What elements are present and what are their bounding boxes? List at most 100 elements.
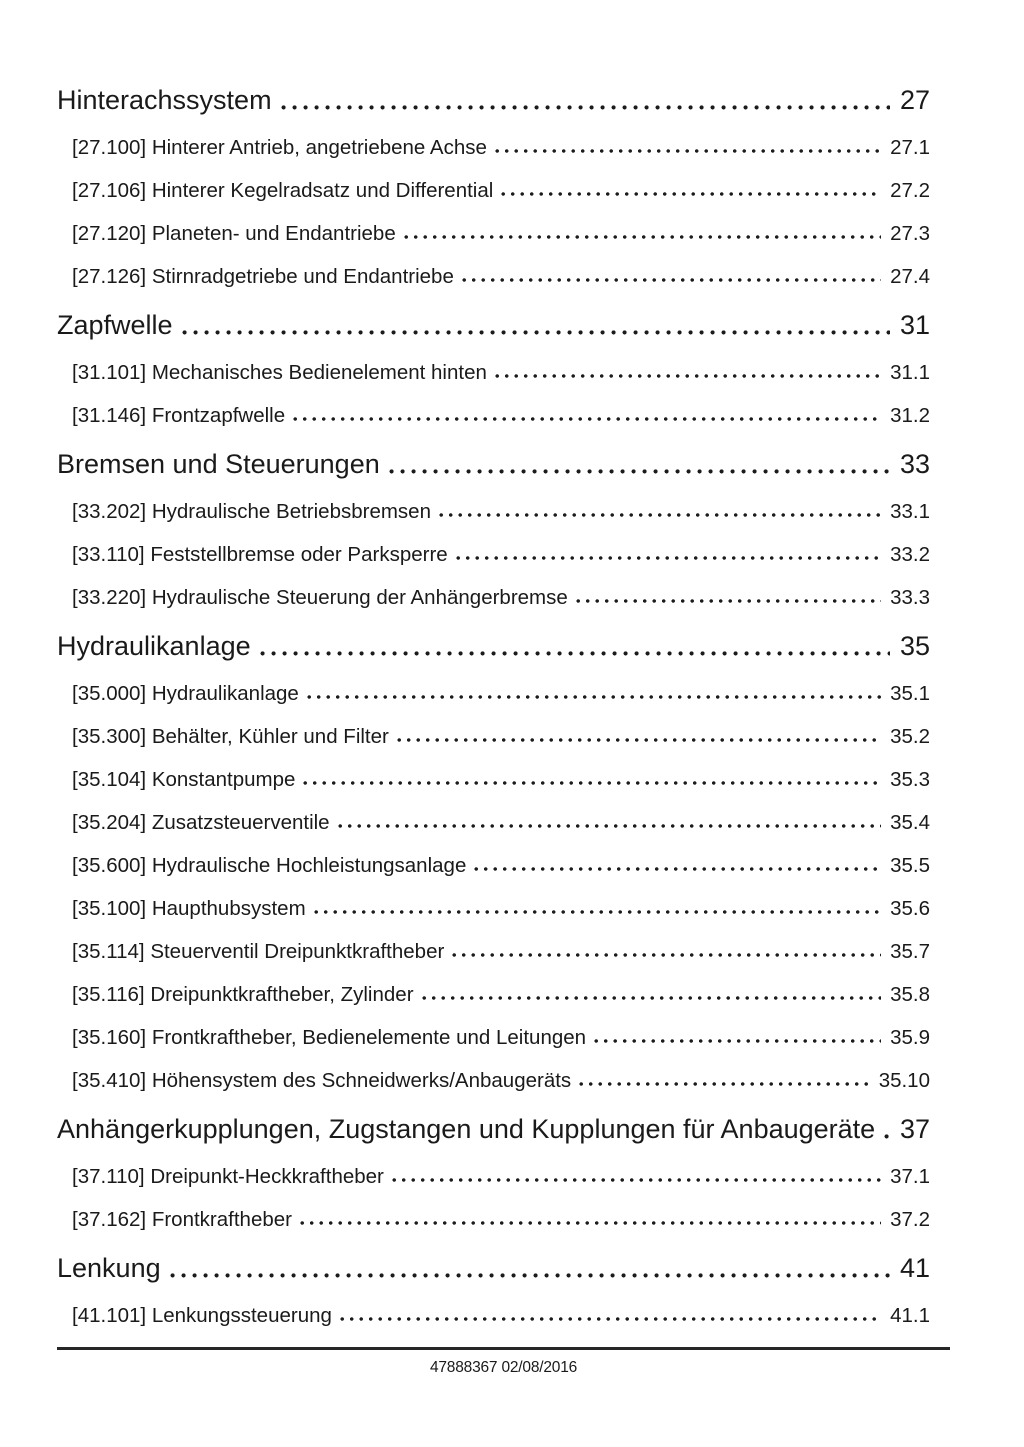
toc-entry-row: [35.116] Dreipunktkraftheber, Zylinder 35.… — [57, 983, 930, 1006]
toc-entry-code: [37.110] — [72, 1165, 145, 1188]
footer-text: 47888367 02/08/2016 — [57, 1359, 950, 1377]
toc-entry-code: [35.100] — [72, 897, 147, 920]
toc-entry-code: [35.116] — [72, 983, 145, 1006]
toc-entry-row: [35.600] Hydraulische Hochleistungsanlage… — [57, 854, 930, 877]
toc-entry-page-number: 37.1 — [890, 1165, 930, 1188]
toc-entry-row: [35.114] Steuerventil Dreipunktkraftheber… — [57, 940, 930, 963]
toc-entry-row: [35.160] Frontkraftheber, Bedienelemente … — [57, 1026, 930, 1049]
dot-leader — [181, 329, 890, 336]
dot-leader — [884, 1133, 890, 1140]
toc-entry-page-number: 27.2 — [890, 179, 930, 202]
toc-entry-title: Dreipunktkraftheber, Zylinder — [150, 983, 414, 1006]
toc-entry-row: [35.300] Behälter, Kühler und Filter 35.2 — [57, 725, 930, 748]
dot-leader — [494, 148, 882, 154]
toc-section-title: Hinterachssystem — [57, 85, 272, 115]
toc-entry-row: [27.120] Planeten- und Endantriebe 27.3 — [57, 222, 930, 245]
toc-entry-page-number: 35.2 — [890, 725, 930, 748]
toc-entry-row: [31.146] Frontzapfwelle 31.2 — [57, 404, 930, 427]
toc-entry-title: Hydraulische Hochleistungsanlage — [151, 854, 467, 877]
toc-entry-code: [35.600] — [72, 854, 147, 877]
toc-entry-page-number: 31.2 — [890, 404, 930, 427]
toc-entry-page-number: 35.5 — [890, 854, 930, 877]
footer-date: 02/08/2016 — [501, 1359, 578, 1376]
dot-leader — [293, 416, 882, 422]
toc-section-page-number: 35 — [899, 631, 930, 661]
dot-leader — [306, 694, 882, 700]
dot-leader — [396, 737, 882, 743]
toc-entry-code: [35.204] — [72, 811, 147, 834]
toc-entry-code: [33.110] — [72, 543, 145, 566]
toc-section-heading-row: Anhängerkupplungen, Zugstangen und Kuppl… — [57, 1112, 930, 1146]
toc-entry-page-number: 27.1 — [890, 136, 930, 159]
dot-leader — [388, 468, 890, 475]
toc-entry-page-number: 35.8 — [890, 983, 930, 1006]
dot-leader — [313, 909, 882, 915]
toc-entry-code: [27.120] — [72, 222, 147, 245]
toc-entry-title: Hydraulikanlage — [151, 682, 299, 705]
toc-entry-title: Hinterer Kegelradsatz und Differential — [151, 179, 494, 202]
toc-section-page-number: 41 — [899, 1253, 930, 1283]
dot-leader — [594, 1038, 882, 1044]
toc-list: Hinterachssystem 27 [27.100] Hinterer Antri… — [57, 83, 930, 1327]
toc-entry-title: Höhensystem des Schneidwerks/Anbaugeräts — [151, 1069, 572, 1092]
toc-entry-code: [27.106] — [72, 179, 147, 202]
toc-entry-title: Hinterer Antrieb, angetriebene Achse — [151, 136, 487, 159]
toc-entry-code: [33.220] — [72, 586, 147, 609]
toc-entry-title: Stirnradgetriebe und Endantriebe — [151, 265, 454, 288]
toc-entry-page-number: 35.9 — [890, 1026, 930, 1049]
toc-entry-page-number: 35.10 — [878, 1069, 930, 1092]
toc-section-heading-row: Hydraulikanlage 35 — [57, 629, 930, 663]
dot-leader — [337, 823, 882, 829]
dot-leader — [421, 995, 882, 1001]
toc-entry-page-number: 41.1 — [890, 1304, 930, 1327]
toc-section-page-number: 33 — [899, 449, 930, 479]
footer-doc-number: 47888367 — [429, 1359, 498, 1376]
dot-leader — [501, 191, 882, 197]
toc-entry-code: [35.300] — [72, 725, 147, 748]
footer-rule — [57, 1347, 950, 1350]
toc-entry-code: [35.160] — [72, 1026, 147, 1049]
toc-entry-code: [35.000] — [72, 682, 147, 705]
toc-section-heading-row: Lenkung 41 — [57, 1251, 930, 1285]
toc-entry-title: Frontkraftheber — [151, 1208, 292, 1231]
toc-entry-code: [33.202] — [72, 500, 147, 523]
toc-entry-code: [35.114] — [72, 940, 145, 963]
toc-entry-page-number: 37.2 — [890, 1208, 930, 1231]
toc-entry-title: Lenkungssteuerung — [151, 1304, 332, 1327]
dot-leader — [280, 104, 890, 111]
dot-leader — [455, 555, 882, 561]
toc-entry-title: Steuerventil Dreipunktkraftheber — [150, 940, 445, 963]
dot-leader — [474, 866, 882, 872]
toc-entry-page-number: 33.2 — [890, 543, 930, 566]
toc-entry-code: [35.104] — [72, 768, 147, 791]
toc-entry-row: [35.104] Konstantpumpe 35.3 — [57, 768, 930, 791]
toc-entry-title: Zusatzsteuerventile — [151, 811, 330, 834]
toc-entry-page-number: 33.1 — [890, 500, 930, 523]
toc-entry-row: [35.410] Höhensystem des Schneidwerks/Anb… — [57, 1069, 930, 1092]
dot-leader — [575, 598, 882, 604]
toc-entry-title: Konstantpumpe — [151, 768, 296, 791]
toc-section-heading-row: Bremsen und Steuerungen 33 — [57, 447, 930, 481]
toc-entry-title: Planeten- und Endantriebe — [151, 222, 396, 245]
dot-leader — [403, 234, 882, 240]
toc-section-title: Zapfwelle — [57, 310, 173, 340]
toc-entry-row: [35.000] Hydraulikanlage 35.1 — [57, 682, 930, 705]
toc-entry-page-number: 35.1 — [890, 682, 930, 705]
toc-entry-row: [33.220] Hydraulische Steuerung der Anhän… — [57, 586, 930, 609]
toc-entry-title: Hydraulische Betriebsbremsen — [151, 500, 431, 523]
toc-entry-row: [33.110] Feststellbremse oder Parksperre 3… — [57, 543, 930, 566]
toc-section-title: Bremsen und Steuerungen — [57, 449, 380, 479]
toc-entry-row: [35.100] Haupthubsystem 35.6 — [57, 897, 930, 920]
toc-entry-code: [35.410] — [72, 1069, 147, 1092]
toc-section-page-number: 31 — [899, 310, 930, 340]
toc-entry-page-number: 35.4 — [890, 811, 930, 834]
toc-entry-page-number: 35.3 — [890, 768, 930, 791]
toc-entry-page-number: 27.4 — [890, 265, 930, 288]
dot-leader — [391, 1177, 882, 1183]
dot-leader — [494, 373, 882, 379]
toc-entry-title: Frontzapfwelle — [151, 404, 286, 427]
toc-entry-title: Hydraulische Steuerung der Anhängerbrems… — [151, 586, 568, 609]
toc-section-title: Lenkung — [57, 1253, 161, 1283]
toc-entry-code: [41.101] — [72, 1304, 147, 1327]
